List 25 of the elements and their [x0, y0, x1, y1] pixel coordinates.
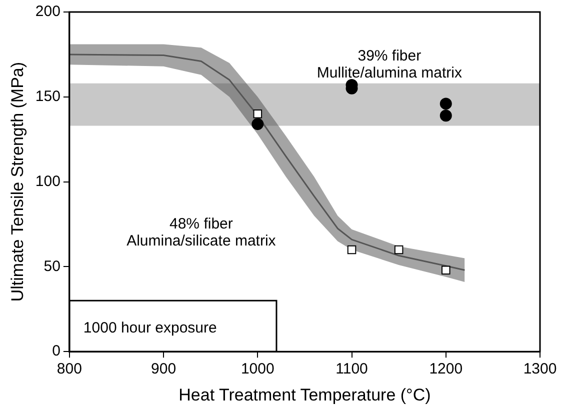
- y-tick-label: 150: [35, 88, 60, 106]
- x-tick-label: 800: [56, 360, 82, 378]
- point: [440, 110, 452, 122]
- x-tick-label: 1100: [336, 360, 368, 378]
- point: [347, 245, 356, 254]
- y-tick-label: 200: [35, 3, 60, 20]
- annotation: 1000 hour exposure: [83, 319, 217, 336]
- point: [441, 266, 450, 274]
- annotation: 48% fiber: [170, 215, 233, 232]
- point: [252, 118, 264, 130]
- annotation: 39% fiber: [358, 47, 422, 64]
- point: [394, 245, 404, 254]
- x-tick-label: 1000: [240, 360, 274, 378]
- x-axis-title: Heat Treatment Temperature (°C): [178, 385, 431, 404]
- point: [440, 98, 452, 110]
- y-tick-label: 50: [44, 258, 60, 275]
- y-tick-label: 0: [52, 342, 60, 360]
- x-tick-label: 1300: [523, 360, 557, 378]
- point: [253, 109, 262, 118]
- annotation: Mullite/alumina matrix: [316, 64, 462, 82]
- x-tick-label: 900: [151, 360, 176, 378]
- annotation: Alumina/silicate matrix: [126, 232, 276, 250]
- x-tick-label: 1200: [429, 360, 463, 378]
- y-axis-title: Ultimate Tensile Strength (MPa): [8, 62, 27, 302]
- y-tick-label: 100: [35, 172, 60, 190]
